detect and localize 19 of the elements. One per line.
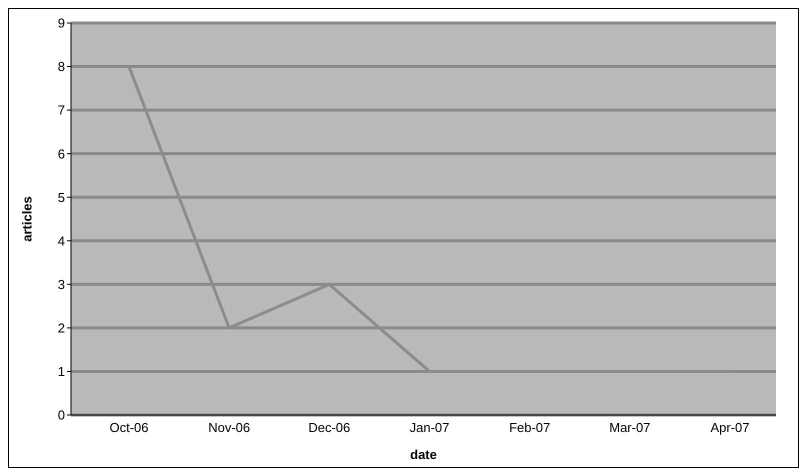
x-tick-label: Jan-07	[410, 420, 450, 436]
y-tick-label: 3	[58, 276, 65, 292]
y-tick-label: 5	[58, 190, 65, 205]
x-tick-label: Dec-06	[308, 420, 350, 436]
x-tick-label: Nov-06	[208, 420, 250, 436]
y-axis-title: articles	[20, 196, 35, 242]
y-tick-label: 8	[58, 59, 65, 74]
y-tick-label: 4	[58, 233, 65, 248]
x-tick-label: Oct-06	[109, 420, 149, 436]
y-tick-label: 0	[58, 408, 65, 423]
y-tick-label: 6	[58, 146, 65, 162]
x-tick-label: Apr-07	[710, 420, 750, 436]
x-tick-label: Feb-07	[509, 420, 550, 436]
y-tick-label: 7	[58, 102, 65, 118]
y-tick-label: 1	[58, 364, 65, 380]
x-tick-label: Mar-07	[609, 420, 650, 436]
y-tick-label: 9	[58, 16, 65, 31]
x-axis-title: date	[410, 447, 437, 462]
y-tick-label: 2	[58, 320, 65, 336]
